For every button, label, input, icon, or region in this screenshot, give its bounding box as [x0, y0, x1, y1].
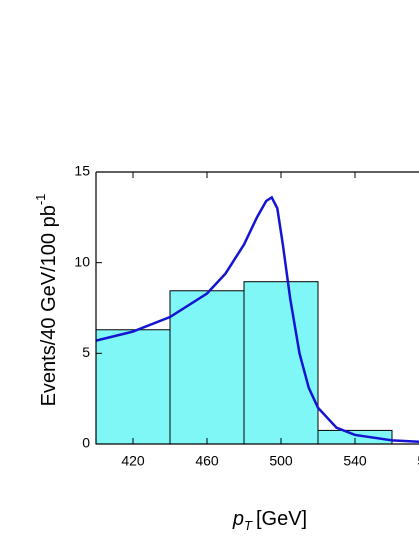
x-label-main: p: [232, 508, 244, 530]
y-label-text: Events/40 GeV/100 pb: [38, 205, 60, 406]
x-tick-label: 460: [195, 453, 219, 469]
y-label-sup: -1: [33, 194, 48, 206]
x-label-sub: T: [244, 518, 253, 533]
x-tick-label: 420: [121, 453, 145, 469]
x-axis-label: pT [GeV]: [232, 508, 307, 533]
x-tick-label: 580: [417, 453, 419, 469]
bar: [243, 281, 319, 445]
x-tick-label: 500: [269, 453, 293, 469]
curve: [95, 195, 419, 443]
bar: [169, 290, 245, 445]
y-tick-label: 10: [74, 253, 90, 269]
x-tick-label: 540: [343, 453, 367, 469]
y-tick-label: 5: [82, 344, 90, 360]
y-axis-label: Events/40 GeV/100 pb-1: [33, 194, 60, 407]
y-tick-label: 0: [82, 435, 90, 451]
x-label-unit: [GeV]: [256, 508, 307, 530]
y-tick-label: 15: [74, 163, 90, 179]
bar: [95, 329, 171, 445]
